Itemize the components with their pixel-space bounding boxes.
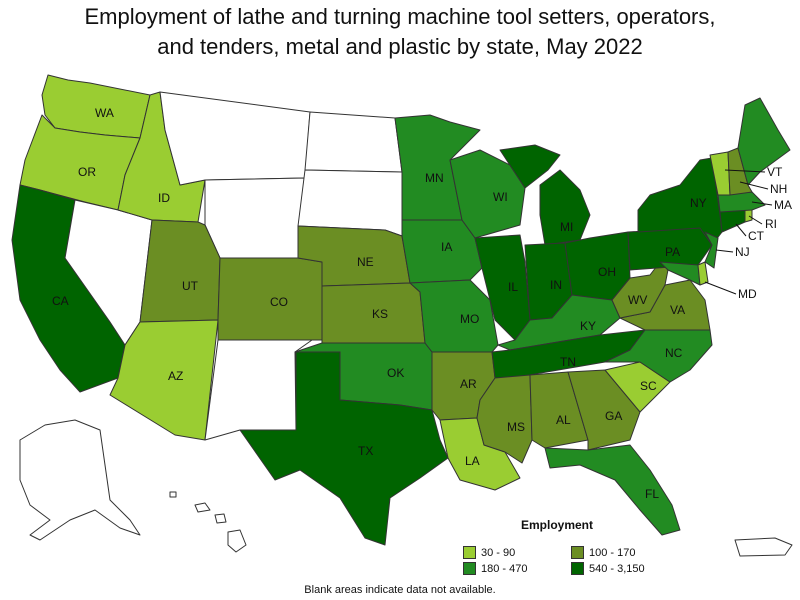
state-label-GA: GA [605,409,622,423]
legend-swatch-180-470 [463,562,476,575]
state-label-ID: ID [158,191,170,205]
state-label-IN: IN [550,278,562,292]
state-label-NJ: NJ [735,245,750,259]
legend-swatch-30-90 [463,546,476,559]
legend-label: 540 - 3,150 [589,562,645,575]
state-ME[interactable] [737,97,791,186]
state-DE[interactable] [697,261,709,286]
state-label-AZ: AZ [168,369,183,383]
state-CT[interactable] [719,209,746,233]
state-label-MD: MD [738,287,757,301]
state-label-MS: MS [507,420,525,434]
state-UT[interactable] [139,219,221,323]
state-label-TX: TX [358,444,373,458]
state-labels: WA OR ID CA UT AZ CO NE KS OK TX MN IA M… [52,106,792,501]
state-label-RI: RI [765,217,777,231]
state-label-LA: LA [465,454,480,468]
state-label-OR: OR [78,165,96,179]
map-title: Employment of lathe and turning machine … [0,2,800,62]
state-label-MO: MO [460,312,479,326]
state-AK[interactable] [19,419,141,541]
state-label-KS: KS [372,307,388,321]
state-SD[interactable] [297,169,403,237]
state-label-AL: AL [556,413,571,427]
state-label-OH: OH [598,265,616,279]
state-ND[interactable] [304,111,403,173]
state-label-NY: NY [690,196,707,210]
state-AZ[interactable] [109,319,219,441]
legend-label: 100 - 170 [589,546,636,559]
state-label-MA: MA [774,198,792,212]
state-label-CO: CO [270,295,288,309]
territory-PR[interactable] [734,537,793,557]
state-label-SC: SC [640,379,657,393]
state-label-VT: VT [767,165,783,179]
state-label-OK: OK [387,366,404,380]
legend-item: 180 - 470 [463,562,571,575]
legend: Employment 30 - 90 100 - 170 180 - 470 5… [463,518,693,575]
state-label-NH: NH [770,182,787,196]
state-label-PA: PA [665,245,680,259]
state-NJ[interactable] [704,231,719,269]
state-FL[interactable] [544,444,681,536]
state-label-KY: KY [580,319,596,333]
state-label-NE: NE [357,255,374,269]
state-MI[interactable] [499,144,591,246]
state-label-UT: UT [182,279,199,293]
label-leader-lines [704,169,773,295]
legend-item: 540 - 3,150 [571,562,681,575]
state-NC[interactable] [604,329,713,383]
state-TX[interactable] [239,351,449,546]
title-line-1: Employment of lathe and turning machine … [84,4,716,29]
legend-title: Employment [521,518,594,532]
state-label-WI: WI [493,190,508,204]
state-MD[interactable] [659,261,701,286]
state-label-VA: VA [670,303,685,317]
state-label-WA: WA [95,106,114,120]
state-label-CA: CA [52,294,69,308]
legend-swatch-100-170 [571,546,584,559]
legend-label: 30 - 90 [481,546,516,559]
state-HI[interactable] [169,491,247,553]
state-label-WV: WV [628,293,647,307]
state-MT[interactable] [159,91,311,186]
footnote: Blank areas indicate data not available. [304,584,496,596]
state-label-IL: IL [508,280,518,294]
legend-item: 100 - 170 [571,546,681,559]
state-RI[interactable] [744,209,753,223]
legend-swatch-540-3150 [571,562,584,575]
state-label-CT: CT [748,229,765,243]
state-label-MN: MN [425,171,444,185]
state-label-FL: FL [645,487,659,501]
legend-item: 30 - 90 [463,546,571,559]
state-label-IA: IA [441,240,452,254]
state-label-MI: MI [560,220,573,234]
state-label-AR: AR [460,377,477,391]
title-line-2: and tenders, metal and plastic by state,… [157,34,643,59]
state-label-NC: NC [665,346,683,360]
legend-label: 180 - 470 [481,562,528,575]
state-label-TN: TN [560,355,576,369]
state-WI[interactable] [449,149,526,239]
state-WY[interactable] [204,177,306,259]
